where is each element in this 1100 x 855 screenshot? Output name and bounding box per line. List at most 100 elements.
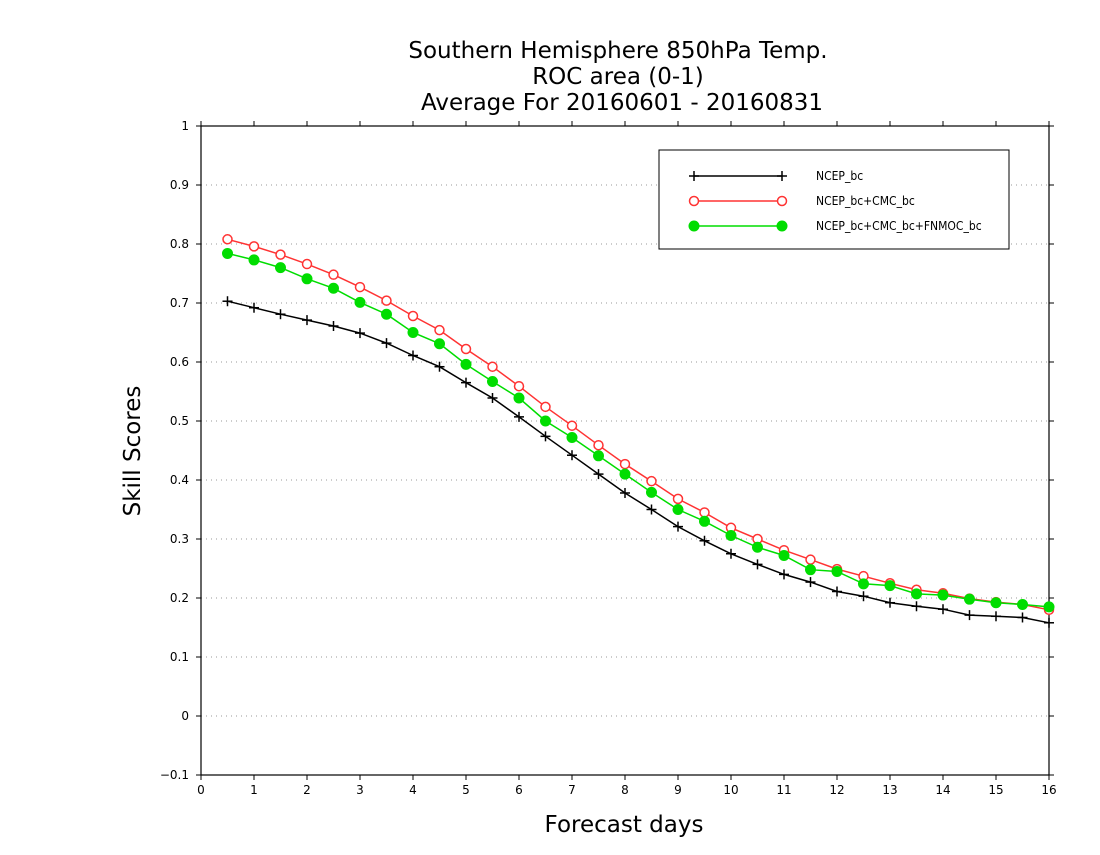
data-point — [990, 597, 1002, 609]
y-tick-label: 0.4 — [170, 473, 189, 487]
data-point — [487, 361, 498, 372]
data-point — [699, 535, 710, 546]
data-point — [672, 504, 684, 515]
data-point — [487, 375, 498, 387]
data-point — [831, 565, 843, 577]
x-tick-label: 12 — [829, 783, 844, 797]
data-point — [752, 541, 763, 553]
y-tick-label: 0.5 — [170, 414, 189, 428]
data-point — [566, 420, 578, 431]
data-point — [593, 469, 604, 480]
data-point — [222, 234, 233, 245]
data-point — [911, 601, 922, 612]
x-tick-label: 9 — [674, 783, 682, 797]
data-point — [354, 296, 366, 308]
data-point — [249, 302, 259, 313]
data-point — [885, 597, 895, 608]
data-point — [301, 258, 313, 270]
data-point — [567, 450, 577, 461]
y-axis-label: Skill Scores — [120, 386, 146, 517]
data-point — [726, 548, 736, 559]
data-point — [434, 361, 445, 372]
x-tick-label: 4 — [409, 783, 417, 797]
data-point — [725, 529, 737, 541]
data-point — [461, 377, 471, 388]
data-point — [593, 450, 604, 462]
y-tick-label: 0.9 — [170, 178, 189, 192]
series-layer — [222, 234, 1055, 628]
data-point — [805, 577, 816, 588]
data-point — [752, 559, 763, 570]
legend-label: NCEP_bc+CMC_bc — [816, 194, 915, 208]
data-point — [302, 315, 312, 326]
x-tick-label: 3 — [356, 783, 364, 797]
data-point — [1017, 598, 1028, 610]
legend-label: NCEP_bc — [816, 169, 863, 183]
data-point — [778, 550, 790, 562]
chart-title: Southern Hemisphere 850hPa Temp. ROC are… — [408, 38, 827, 116]
data-point — [434, 324, 445, 336]
data-point — [688, 195, 700, 207]
data-point — [514, 411, 524, 422]
data-point — [884, 580, 896, 592]
data-point — [1044, 617, 1054, 628]
data-point — [407, 310, 419, 322]
legend-label: NCEP_bc+CMC_bc+FNMOC_bc — [816, 219, 982, 233]
data-point — [408, 350, 418, 361]
data-point — [381, 308, 392, 320]
data-point — [805, 564, 816, 576]
data-point — [777, 171, 787, 181]
x-tick-label: 14 — [935, 783, 950, 797]
data-point — [248, 241, 260, 252]
x-tick-label: 11 — [776, 783, 791, 797]
data-point — [938, 604, 948, 615]
x-tick-label: 5 — [462, 783, 470, 797]
series-3 — [222, 247, 1055, 613]
data-point — [646, 475, 657, 487]
y-tick-label: 1 — [181, 119, 189, 133]
data-point — [937, 589, 949, 601]
data-point — [275, 249, 286, 260]
data-point — [275, 309, 286, 320]
data-point — [699, 515, 710, 527]
x-tick-label: 2 — [303, 783, 311, 797]
data-point — [779, 569, 789, 580]
data-point — [805, 554, 816, 565]
data-point — [689, 171, 699, 181]
x-tick-label: 1 — [250, 783, 258, 797]
data-point — [540, 415, 551, 427]
data-point — [275, 262, 286, 274]
axis-ticks: −0.100.10.20.30.40.50.60.70.80.910 1 2 3 4 5 6… — [160, 119, 1057, 797]
data-point — [540, 401, 551, 413]
grid-lines — [201, 184, 1049, 717]
data-point — [832, 586, 842, 597]
y-tick-label: 0 — [181, 709, 189, 723]
data-point — [407, 327, 419, 338]
data-point — [619, 468, 631, 480]
data-point — [381, 295, 392, 306]
data-point — [328, 269, 339, 280]
legend-box — [658, 149, 1010, 250]
data-point — [354, 281, 366, 293]
title-line-3: Average For 20160601 - 20160831 — [421, 90, 823, 116]
data-point — [911, 588, 922, 600]
data-point — [646, 486, 657, 498]
data-point — [222, 247, 233, 259]
data-point — [355, 328, 365, 339]
data-point — [673, 521, 683, 532]
y-tick-label: −0.1 — [160, 768, 189, 782]
data-point — [1043, 601, 1055, 613]
series-1 — [222, 296, 1054, 628]
data-point — [688, 220, 700, 232]
data-point — [699, 507, 710, 518]
series-2 — [222, 234, 1055, 616]
x-axis-label: Forecast days — [545, 812, 704, 838]
x-tick-label: 7 — [568, 783, 576, 797]
data-point — [1017, 612, 1028, 623]
data-point — [487, 392, 498, 403]
data-point — [776, 195, 788, 207]
data-point — [434, 338, 445, 350]
x-tick-label: 13 — [882, 783, 897, 797]
legend-item: NCEP_bc — [689, 169, 863, 183]
